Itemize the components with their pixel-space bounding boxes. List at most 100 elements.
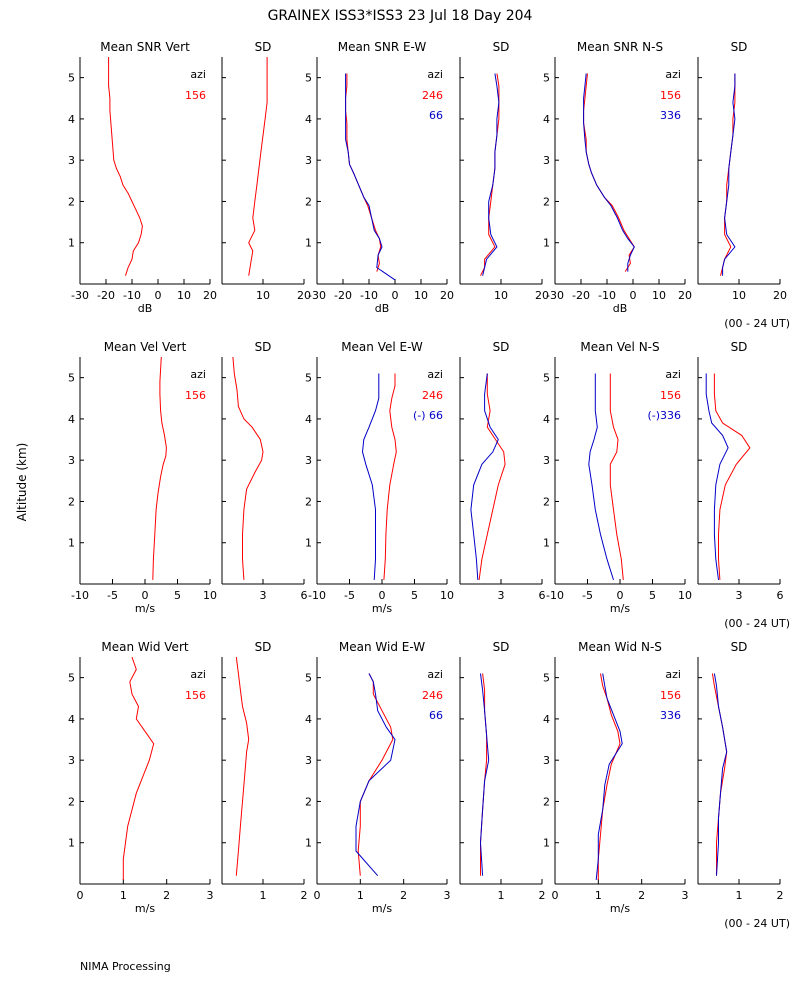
panel-title: Mean Wid N-S	[578, 640, 662, 654]
x-tick-label: 5	[174, 589, 181, 602]
x-tick-label: 10	[203, 589, 217, 602]
x-tick-label: 10	[732, 289, 746, 302]
legend-title: azi	[427, 668, 443, 681]
legend-title: azi	[665, 68, 681, 81]
x-tick-label: -5	[107, 589, 118, 602]
panel-4: SD 10 20	[459, 40, 549, 302]
legend-entry: 336	[660, 109, 681, 122]
y-tick-label: 3	[68, 154, 75, 167]
y-tick-label: 1	[68, 537, 75, 550]
y-tick-label: 1	[543, 237, 550, 250]
x-tick-label: 2	[163, 889, 170, 902]
x-axis-unit: m/s	[372, 602, 392, 615]
y-tick-label: 2	[305, 195, 312, 208]
panel-10: SD 3 6	[459, 340, 546, 602]
y-tick-label: 3	[305, 454, 312, 467]
x-tick-label: 0	[155, 289, 162, 302]
x-tick-label: 10	[494, 289, 508, 302]
y-tick-label: 5	[543, 72, 550, 85]
x-axis-unit: m/s	[610, 902, 630, 915]
y-tick-label: 2	[305, 495, 312, 508]
legend-entry: (-) 66	[413, 409, 443, 422]
x-tick-label: 20	[203, 289, 217, 302]
x-tick-label: 0	[77, 889, 84, 902]
panel-3: Mean SNR E-W 1 2 3 4 5 -30 -20 -10 0 10 20 dB azi 246 6…	[305, 40, 454, 315]
y-tick-label: 1	[543, 537, 550, 550]
y-tick-label: 3	[68, 754, 75, 767]
legend-entry: 66	[429, 109, 443, 122]
y-tick-label: 3	[543, 454, 550, 467]
x-tick-label: -10	[123, 289, 141, 302]
y-tick-label: 2	[543, 795, 550, 808]
series-line-2	[722, 73, 736, 276]
x-tick-label: 5	[649, 589, 656, 602]
series-line-2	[470, 373, 499, 580]
series-line-1	[248, 57, 268, 276]
x-axis-unit: dB	[138, 302, 153, 315]
legend-title: azi	[427, 368, 443, 381]
series-line-1	[345, 73, 382, 272]
ut-range-label: (00 - 24 UT)	[724, 917, 790, 930]
legend-entry: (-)336	[647, 409, 681, 422]
x-tick-label: 3	[207, 889, 214, 902]
series-line-1	[713, 373, 751, 580]
x-tick-label: 20	[440, 289, 454, 302]
x-tick-label: 2	[638, 889, 645, 902]
x-tick-label: 0	[142, 589, 149, 602]
y-tick-label: 2	[305, 795, 312, 808]
y-tick-label: 2	[543, 195, 550, 208]
legend-title: azi	[665, 368, 681, 381]
legend-entry: 336	[660, 709, 681, 722]
x-tick-label: -30	[308, 289, 326, 302]
x-tick-label: 3	[682, 889, 689, 902]
y-tick-label: 5	[305, 372, 312, 385]
x-tick-label: -5	[582, 589, 593, 602]
x-tick-label: 2	[777, 889, 784, 902]
x-tick-label: -20	[572, 289, 590, 302]
x-tick-label: -10	[360, 289, 378, 302]
legend-title: azi	[665, 668, 681, 681]
panel-1: Mean SNR Vert 1 2 3 4 5 -30 -20 -10 0 10 20 dB azi 156	[68, 40, 217, 315]
panel-title: SD	[255, 640, 272, 654]
y-tick-label: 1	[305, 837, 312, 850]
panel-title: SD	[493, 40, 510, 54]
y-tick-label: 5	[68, 72, 75, 85]
x-tick-label: 0	[552, 889, 559, 902]
x-tick-label: -10	[598, 289, 616, 302]
series-line-1	[711, 673, 728, 876]
series-line-1	[357, 673, 394, 876]
panel-5: Mean SNR N-S 1 2 3 4 5 -30 -20 -10 0 10 20 dB azi 156 3…	[543, 40, 692, 315]
y-tick-label: 4	[305, 413, 312, 426]
y-tick-label: 3	[543, 154, 550, 167]
panel-13: Mean Wid Vert 1 2 3 4 5 0 1 2 3 m/s azi 156	[68, 640, 214, 915]
x-tick-label: -10	[71, 589, 89, 602]
x-axis-unit: dB	[375, 302, 390, 315]
y-tick-label: 1	[305, 537, 312, 550]
y-tick-label: 4	[305, 713, 312, 726]
series-line-2	[482, 73, 500, 276]
y-tick-label: 4	[68, 713, 75, 726]
x-tick-label: 1	[357, 889, 364, 902]
panel-2: SD 10 20	[221, 40, 311, 302]
panel-title: Mean Wid Vert	[101, 640, 188, 654]
y-tick-label: 5	[305, 72, 312, 85]
y-tick-label: 4	[68, 113, 75, 126]
panel-9: Mean Vel E-W 1 2 3 4 5 -10 -5 0 5 10 m/s azi 246 (-) 6…	[305, 340, 454, 615]
panel-17: Mean Wid N-S 1 2 3 4 5 0 1 2 3 m/s azi 156 336	[543, 640, 689, 915]
y-tick-label: 4	[543, 113, 550, 126]
legend-entry: 156	[185, 689, 206, 702]
legend-title: azi	[190, 368, 206, 381]
y-tick-label: 1	[305, 237, 312, 250]
panel-title: Mean SNR E-W	[338, 40, 427, 54]
x-axis-unit: m/s	[135, 902, 155, 915]
x-tick-label: 2	[539, 889, 546, 902]
x-axis-unit: m/s	[610, 602, 630, 615]
legend-entry: 246	[422, 689, 443, 702]
panel-title: SD	[255, 40, 272, 54]
panel-16: SD 1 2	[459, 640, 546, 902]
panel-title: SD	[493, 340, 510, 354]
series-line-1	[235, 656, 250, 876]
series-line-2	[705, 373, 729, 580]
